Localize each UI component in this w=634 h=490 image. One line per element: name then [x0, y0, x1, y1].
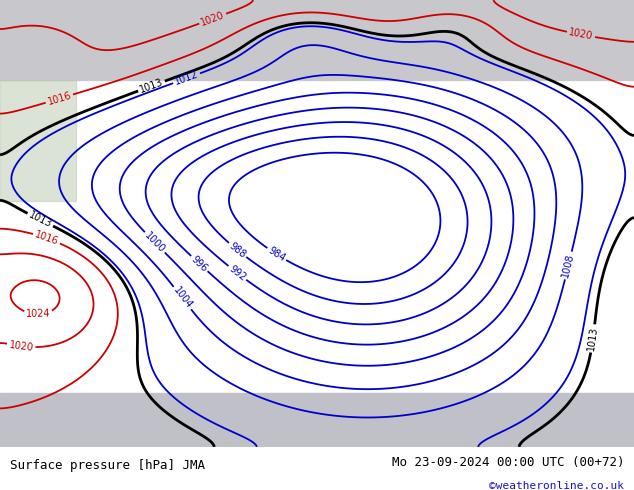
Text: 1013: 1013 — [586, 326, 600, 351]
Text: 1020: 1020 — [199, 10, 226, 27]
Text: Mo 23-09-2024 00:00 UTC (00+72): Mo 23-09-2024 00:00 UTC (00+72) — [392, 456, 624, 468]
Text: 1020: 1020 — [568, 27, 594, 42]
Text: 992: 992 — [227, 263, 248, 283]
Text: 1008: 1008 — [560, 252, 576, 279]
Text: Surface pressure [hPa] JMA: Surface pressure [hPa] JMA — [10, 459, 205, 472]
Text: 1013: 1013 — [27, 210, 53, 230]
Bar — [0, 0, 634, 80]
Bar — [0, 393, 634, 447]
Text: 1016: 1016 — [46, 90, 72, 107]
Text: 1004: 1004 — [171, 285, 194, 311]
Text: 996: 996 — [189, 254, 209, 273]
Bar — [0, 80, 76, 201]
Text: 988: 988 — [227, 241, 248, 260]
Text: 1020: 1020 — [8, 340, 34, 353]
Text: 1013: 1013 — [138, 77, 165, 95]
Text: 1024: 1024 — [26, 309, 51, 319]
Text: 1016: 1016 — [34, 229, 60, 247]
Text: ©weatheronline.co.uk: ©weatheronline.co.uk — [489, 481, 624, 490]
Text: 1000: 1000 — [143, 230, 167, 255]
Text: 1012: 1012 — [173, 70, 200, 87]
Text: 984: 984 — [266, 245, 287, 264]
